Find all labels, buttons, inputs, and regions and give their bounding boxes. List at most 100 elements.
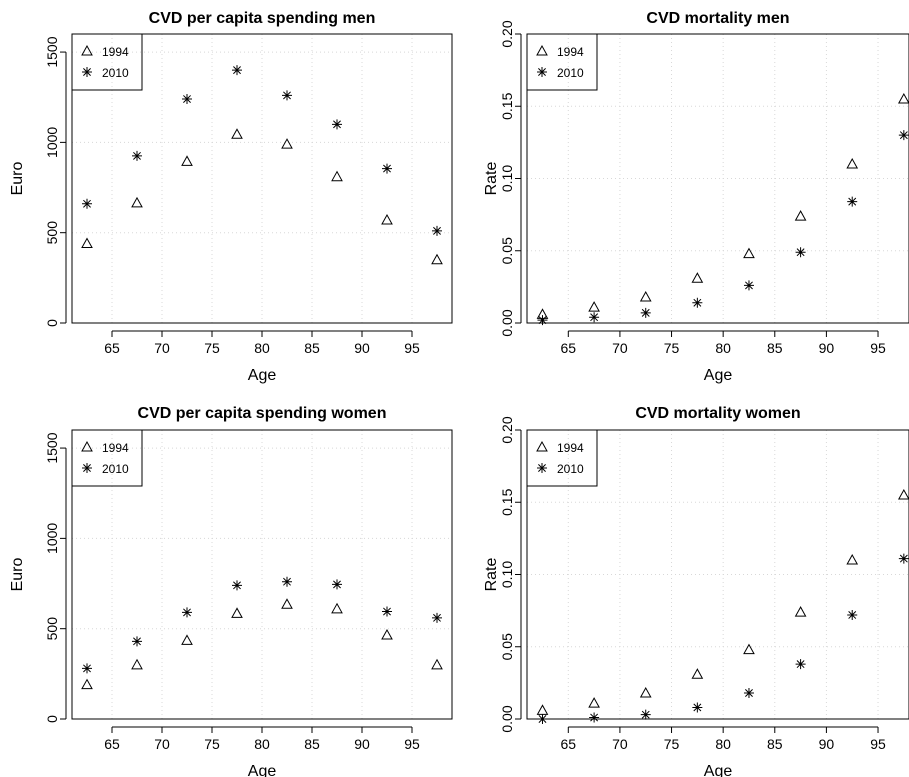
series-2010	[537, 130, 909, 326]
y-axis-label: Euro	[9, 558, 26, 592]
y-tick-label: 0.15	[499, 92, 515, 119]
x-tick-label: 90	[819, 340, 835, 356]
panel-mortality-women: CVD mortality women 65 70 75 80 85 90 95 0.00 0.0…	[483, 405, 909, 777]
y-tick-label: 0.15	[499, 488, 515, 515]
data-point-triangle	[691, 668, 704, 679]
y-tick-label: 1500	[44, 432, 60, 463]
data-point-triangle	[846, 554, 859, 565]
chart-title: CVD mortality women	[635, 405, 800, 422]
legend-marker-triangle	[81, 44, 93, 56]
data-point-asterisk	[232, 580, 242, 591]
x-tick-label: 70	[612, 736, 628, 752]
legend-box	[71, 33, 143, 91]
x-tick-label: 70	[612, 340, 628, 356]
data-point-triangle	[743, 643, 755, 655]
data-point-asterisk	[182, 607, 192, 618]
y-tick-label: 1000	[44, 523, 60, 554]
legend-marker-asterisk	[537, 463, 547, 473]
legend-box	[526, 33, 598, 91]
y-axis-label: Rate	[483, 162, 500, 196]
y-tick-label: 0.20	[499, 416, 515, 443]
y-tick-label: 0.10	[499, 165, 515, 192]
data-point-triangle	[536, 704, 549, 715]
y-tick-label: 0	[44, 715, 60, 723]
data-point-asterisk	[432, 612, 442, 623]
data-point-asterisk	[795, 247, 806, 258]
data-point-asterisk	[795, 659, 806, 670]
x-tick-label: 70	[154, 736, 170, 752]
chart-title: CVD per capita spending men	[149, 10, 376, 27]
data-point-asterisk	[382, 163, 392, 174]
data-point-asterisk	[692, 702, 703, 713]
x-tick-label: 85	[304, 340, 320, 356]
x-tick-label: 95	[404, 340, 420, 356]
data-point-asterisk	[82, 198, 92, 209]
legend-marker-asterisk	[82, 67, 92, 77]
x-tick-label: 85	[767, 736, 783, 752]
series-1994	[536, 488, 909, 715]
data-point-triangle	[588, 301, 600, 312]
x-tick-label: 80	[715, 736, 731, 752]
data-point-triangle	[131, 196, 143, 208]
data-point-asterisk	[232, 65, 242, 76]
chart-title: CVD mortality men	[646, 10, 789, 27]
panel-mortality-men: CVD mortality men 65 70 75 80 85 90 95 0.00 0.05 0…	[483, 10, 909, 384]
series-1994	[81, 128, 443, 265]
data-point-asterisk	[132, 636, 142, 647]
y-tick-label: 1500	[44, 36, 60, 67]
y-tick-label: 0	[44, 319, 60, 327]
x-tick-label: 85	[304, 736, 320, 752]
x-axis-label: Age	[248, 367, 277, 384]
data-point-triangle	[639, 686, 652, 698]
x-axis-label: Age	[248, 763, 277, 777]
x-tick-label: 80	[254, 736, 270, 752]
data-point-triangle	[231, 128, 243, 139]
panel-spending-men: CVD per capita spending men 65 70 75 80 85 90 9…	[9, 10, 453, 384]
data-point-asterisk	[282, 90, 292, 101]
legend-marker-asterisk	[537, 67, 547, 77]
data-point-triangle	[639, 290, 652, 302]
y-axis-label: Rate	[483, 558, 500, 592]
data-point-triangle	[846, 158, 859, 169]
y-tick-label: 0.05	[499, 237, 515, 264]
legend: 1994 2010	[526, 33, 598, 91]
series-1994	[81, 598, 443, 690]
x-tick-label: 75	[664, 736, 680, 752]
data-point-triangle	[431, 658, 443, 670]
panel-spending-women: CVD per capita spending women 65 70 75 80 85 9…	[9, 405, 453, 777]
legend-label: 2010	[557, 462, 584, 476]
legend-marker-triangle	[536, 440, 548, 452]
y-tick-label: 500	[44, 617, 60, 641]
legend: 1994 2010	[71, 33, 143, 91]
x-tick-label: 90	[819, 736, 835, 752]
legend-label: 1994	[557, 45, 584, 59]
legend: 1994 2010	[526, 429, 598, 487]
data-point-asterisk	[382, 606, 392, 617]
legend-label: 2010	[102, 66, 129, 80]
data-point-asterisk	[898, 130, 909, 141]
x-tick-label: 90	[354, 340, 370, 356]
plot-frame	[526, 429, 909, 720]
data-point-asterisk	[82, 663, 92, 674]
legend-label: 2010	[557, 66, 584, 80]
x-tick-label: 65	[561, 340, 577, 356]
data-point-triangle	[691, 272, 704, 283]
data-point-triangle	[331, 602, 343, 614]
legend-marker-triangle	[81, 440, 93, 452]
data-point-asterisk	[847, 196, 858, 207]
data-point-asterisk	[537, 315, 548, 326]
x-tick-label: 90	[354, 736, 370, 752]
data-point-triangle	[794, 606, 807, 617]
y-tick-label: 0.10	[499, 561, 515, 588]
legend-box	[526, 429, 598, 487]
data-point-asterisk	[282, 576, 292, 587]
y-tick-label: 0.05	[499, 633, 515, 660]
y-tick-label: 1000	[44, 127, 60, 158]
data-point-asterisk	[589, 312, 600, 323]
data-point-asterisk	[182, 94, 192, 105]
data-point-triangle	[181, 155, 193, 166]
data-point-triangle	[281, 598, 293, 609]
x-tick-label: 75	[664, 340, 680, 356]
legend-label: 2010	[102, 462, 129, 476]
